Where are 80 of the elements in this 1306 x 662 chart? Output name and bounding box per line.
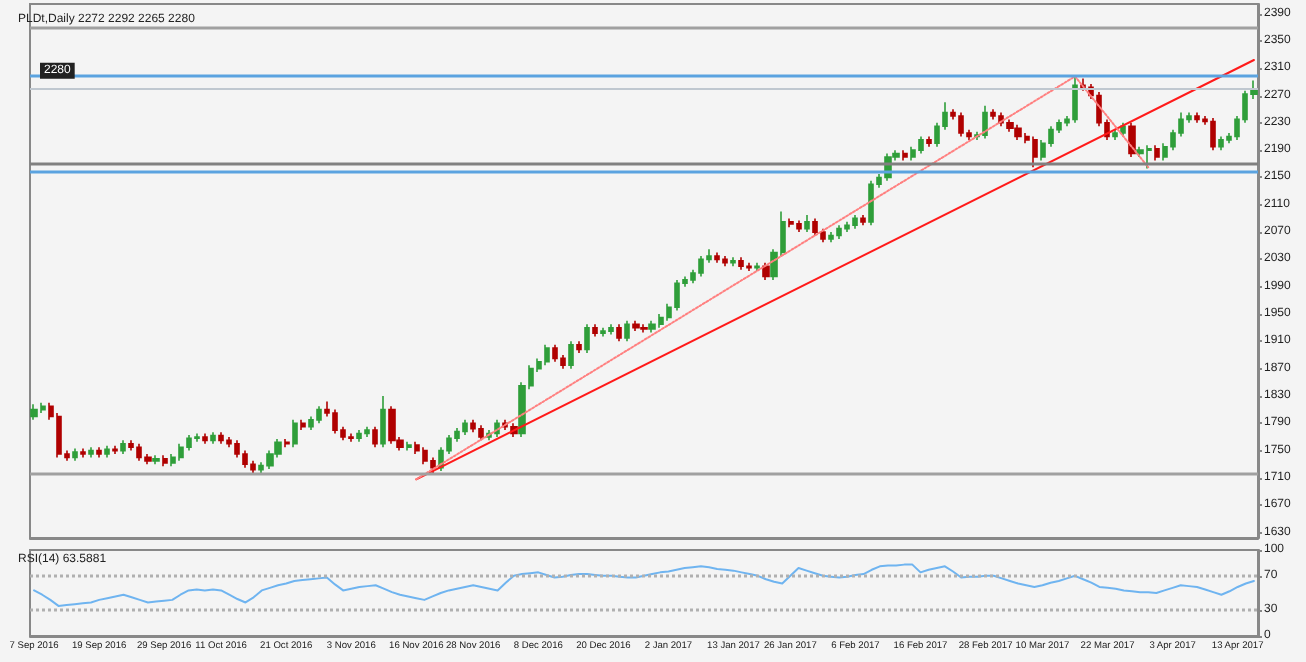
candlestick — [812, 217, 818, 237]
candlestick — [1154, 144, 1160, 162]
candlestick — [868, 180, 874, 227]
candlestick — [1120, 122, 1126, 138]
candlestick — [1014, 124, 1022, 141]
candlestick — [990, 108, 996, 121]
candlestick — [462, 419, 468, 436]
candlestick — [1072, 74, 1078, 124]
candlestick — [544, 343, 550, 367]
candlestick — [926, 135, 932, 148]
candlestick — [112, 445, 118, 455]
candlestick — [828, 231, 834, 244]
candlestick — [648, 320, 656, 334]
candlestick — [194, 432, 200, 443]
candlestick — [478, 424, 484, 442]
candlestick — [796, 219, 802, 233]
candlestick — [162, 454, 168, 468]
candlestick — [284, 438, 290, 448]
candlestick — [860, 214, 866, 227]
candlestick — [30, 403, 38, 421]
candlestick — [738, 256, 744, 271]
candlestick — [698, 255, 704, 278]
candlestick — [218, 431, 224, 445]
candlestick — [576, 340, 582, 354]
candlestick — [348, 432, 354, 443]
candlestick — [982, 104, 988, 140]
candlestick — [470, 419, 476, 433]
candlestick — [96, 446, 102, 459]
candlestick — [80, 447, 86, 459]
candlestick — [1112, 128, 1118, 141]
candlestick — [1128, 122, 1136, 158]
candlestick — [202, 432, 208, 445]
candlestick — [616, 323, 622, 343]
candlestick — [380, 395, 386, 448]
candlestick — [1218, 135, 1224, 151]
candlestick — [836, 224, 842, 240]
candlestick — [600, 326, 606, 338]
line-series — [33, 563, 1255, 607]
candlestick — [632, 320, 640, 332]
candlestick — [918, 135, 924, 155]
candlestick — [292, 419, 298, 448]
candlestick — [852, 214, 858, 230]
candlestick — [406, 440, 412, 452]
candlestick — [552, 343, 558, 363]
candlestick — [422, 446, 428, 466]
candlestick — [788, 217, 794, 229]
candlestick — [88, 446, 94, 459]
candlestick — [1006, 118, 1014, 133]
candlestick — [332, 408, 338, 435]
candlestick — [746, 262, 752, 272]
candlestick — [714, 251, 720, 264]
candlestick — [372, 425, 378, 448]
candlestick — [72, 447, 78, 462]
candlestick — [356, 429, 362, 443]
candlestick — [844, 221, 850, 233]
candlestick — [300, 419, 306, 431]
candlestick — [210, 431, 216, 445]
candlestick — [364, 425, 370, 438]
candlestick — [1032, 135, 1038, 168]
candlestick — [152, 454, 160, 466]
candlestick — [316, 405, 322, 425]
candlestick — [722, 255, 728, 268]
candlestick — [104, 445, 110, 459]
candlestick — [608, 323, 614, 336]
candlestick — [754, 262, 760, 272]
candlestick — [730, 256, 736, 268]
candlestick — [568, 340, 574, 370]
candlestick — [902, 149, 908, 162]
candlestick — [388, 405, 396, 445]
candlestick — [804, 214, 810, 233]
candlestick — [1210, 117, 1216, 151]
candlestick — [584, 323, 590, 354]
candlestick — [592, 323, 598, 338]
candlestick — [762, 262, 770, 281]
candlestick — [640, 323, 648, 334]
candlestick — [958, 111, 964, 138]
candlestick — [624, 320, 630, 343]
candlestick — [178, 442, 184, 462]
candlestick — [1194, 111, 1200, 124]
candlestick — [120, 439, 126, 455]
